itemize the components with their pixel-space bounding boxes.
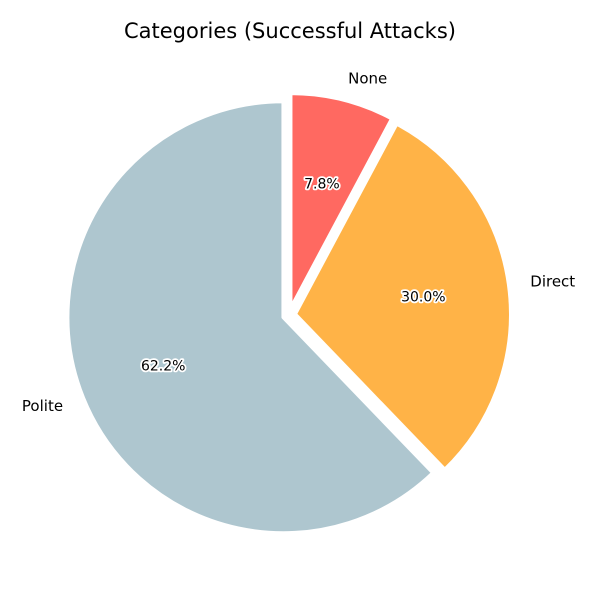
pct-label-direct: 30.0% [401, 289, 445, 305]
pie-labels: 62.2% Polite 30.0% Direct 7.8% None [22, 70, 575, 415]
chart-title: Categories (Successful Attacks) [124, 19, 456, 43]
pie-slices [65, 91, 513, 536]
pie-slice-polite [65, 99, 436, 536]
pie-slice-direct [292, 121, 513, 472]
pie-slice-none [288, 91, 395, 312]
pct-label-none: 7.8% [304, 176, 340, 192]
slice-label-direct: Direct [530, 272, 575, 290]
slice-label-polite: Polite [22, 397, 63, 415]
slice-label-none: None [348, 70, 387, 88]
pct-label-polite: 62.2% [141, 359, 185, 375]
